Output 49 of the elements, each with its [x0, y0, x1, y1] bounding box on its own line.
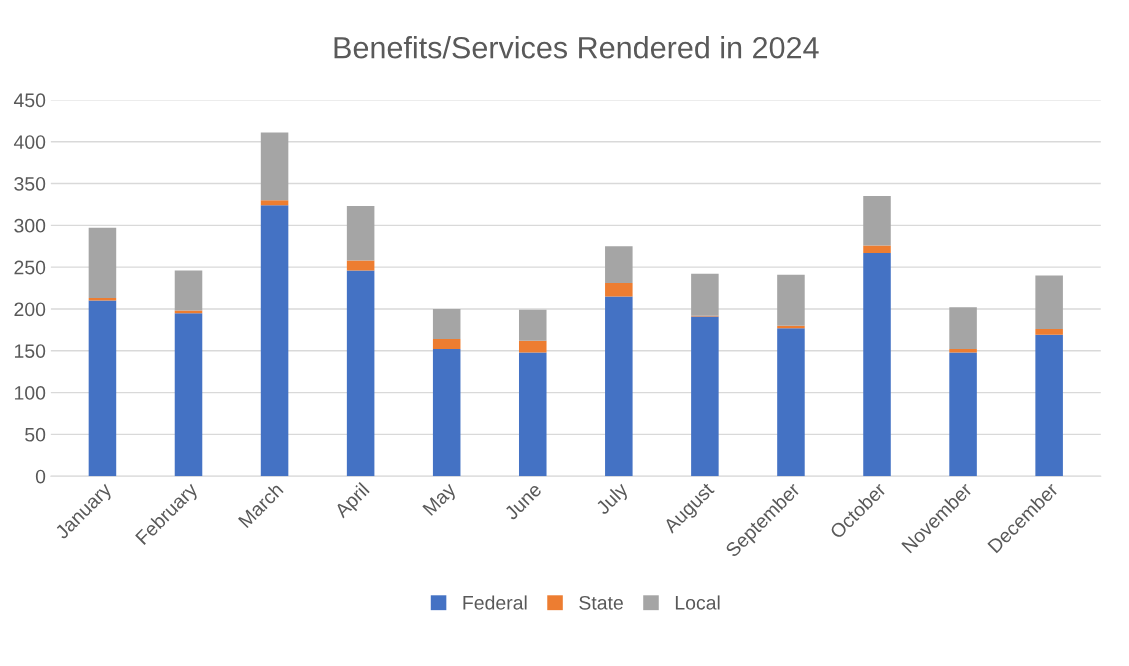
- bar: [260, 205, 289, 477]
- bar: [949, 349, 977, 353]
- x-tick-label: July: [594, 481, 632, 519]
- bar: [949, 352, 977, 477]
- bar: [346, 270, 375, 477]
- y-tick-label: 400: [13, 135, 46, 149]
- bar: [432, 308, 461, 340]
- bar: [777, 328, 805, 477]
- y-tick-label: 450: [13, 93, 46, 108]
- x-tick-label: May: [422, 481, 460, 519]
- bar: [260, 132, 289, 201]
- y-tick-label: 150: [14, 344, 46, 358]
- bar: [88, 227, 117, 299]
- y-tick-label: 250: [14, 260, 46, 275]
- bar: [605, 296, 633, 477]
- y-tick-label: 300: [14, 218, 46, 233]
- bar: [432, 349, 461, 477]
- bar: [605, 246, 633, 284]
- y-tick-label: 0: [35, 469, 46, 484]
- bar: [518, 309, 547, 341]
- bar: [777, 274, 805, 326]
- bar: [518, 340, 547, 353]
- bar: [863, 196, 891, 246]
- bar: [605, 283, 633, 297]
- bar: [1035, 334, 1063, 477]
- bar: [691, 273, 719, 316]
- bar: [863, 245, 891, 253]
- bar: [174, 313, 203, 477]
- chart-title: Benefits/Services Rendered in 2024: [334, 36, 819, 59]
- bar: [174, 270, 203, 311]
- legend-label: Federal: [463, 595, 527, 610]
- y-tick-label: 350: [14, 176, 46, 191]
- bar: [260, 200, 289, 206]
- bar: [691, 316, 719, 477]
- y-tick-label: 100: [14, 386, 46, 400]
- y-tick-label: 200: [14, 302, 46, 317]
- legend-label: State: [579, 595, 623, 610]
- y-tick-label: 50: [25, 427, 46, 442]
- bar: [1035, 275, 1063, 330]
- bar: [1035, 329, 1063, 335]
- bar: [346, 206, 375, 261]
- bar: [88, 298, 117, 301]
- legend-label: Local: [675, 595, 720, 610]
- bar: [432, 339, 461, 350]
- bar: [346, 260, 375, 271]
- bar: [863, 252, 891, 477]
- bar: [88, 300, 117, 477]
- bar: [518, 352, 547, 477]
- bar: [949, 307, 977, 350]
